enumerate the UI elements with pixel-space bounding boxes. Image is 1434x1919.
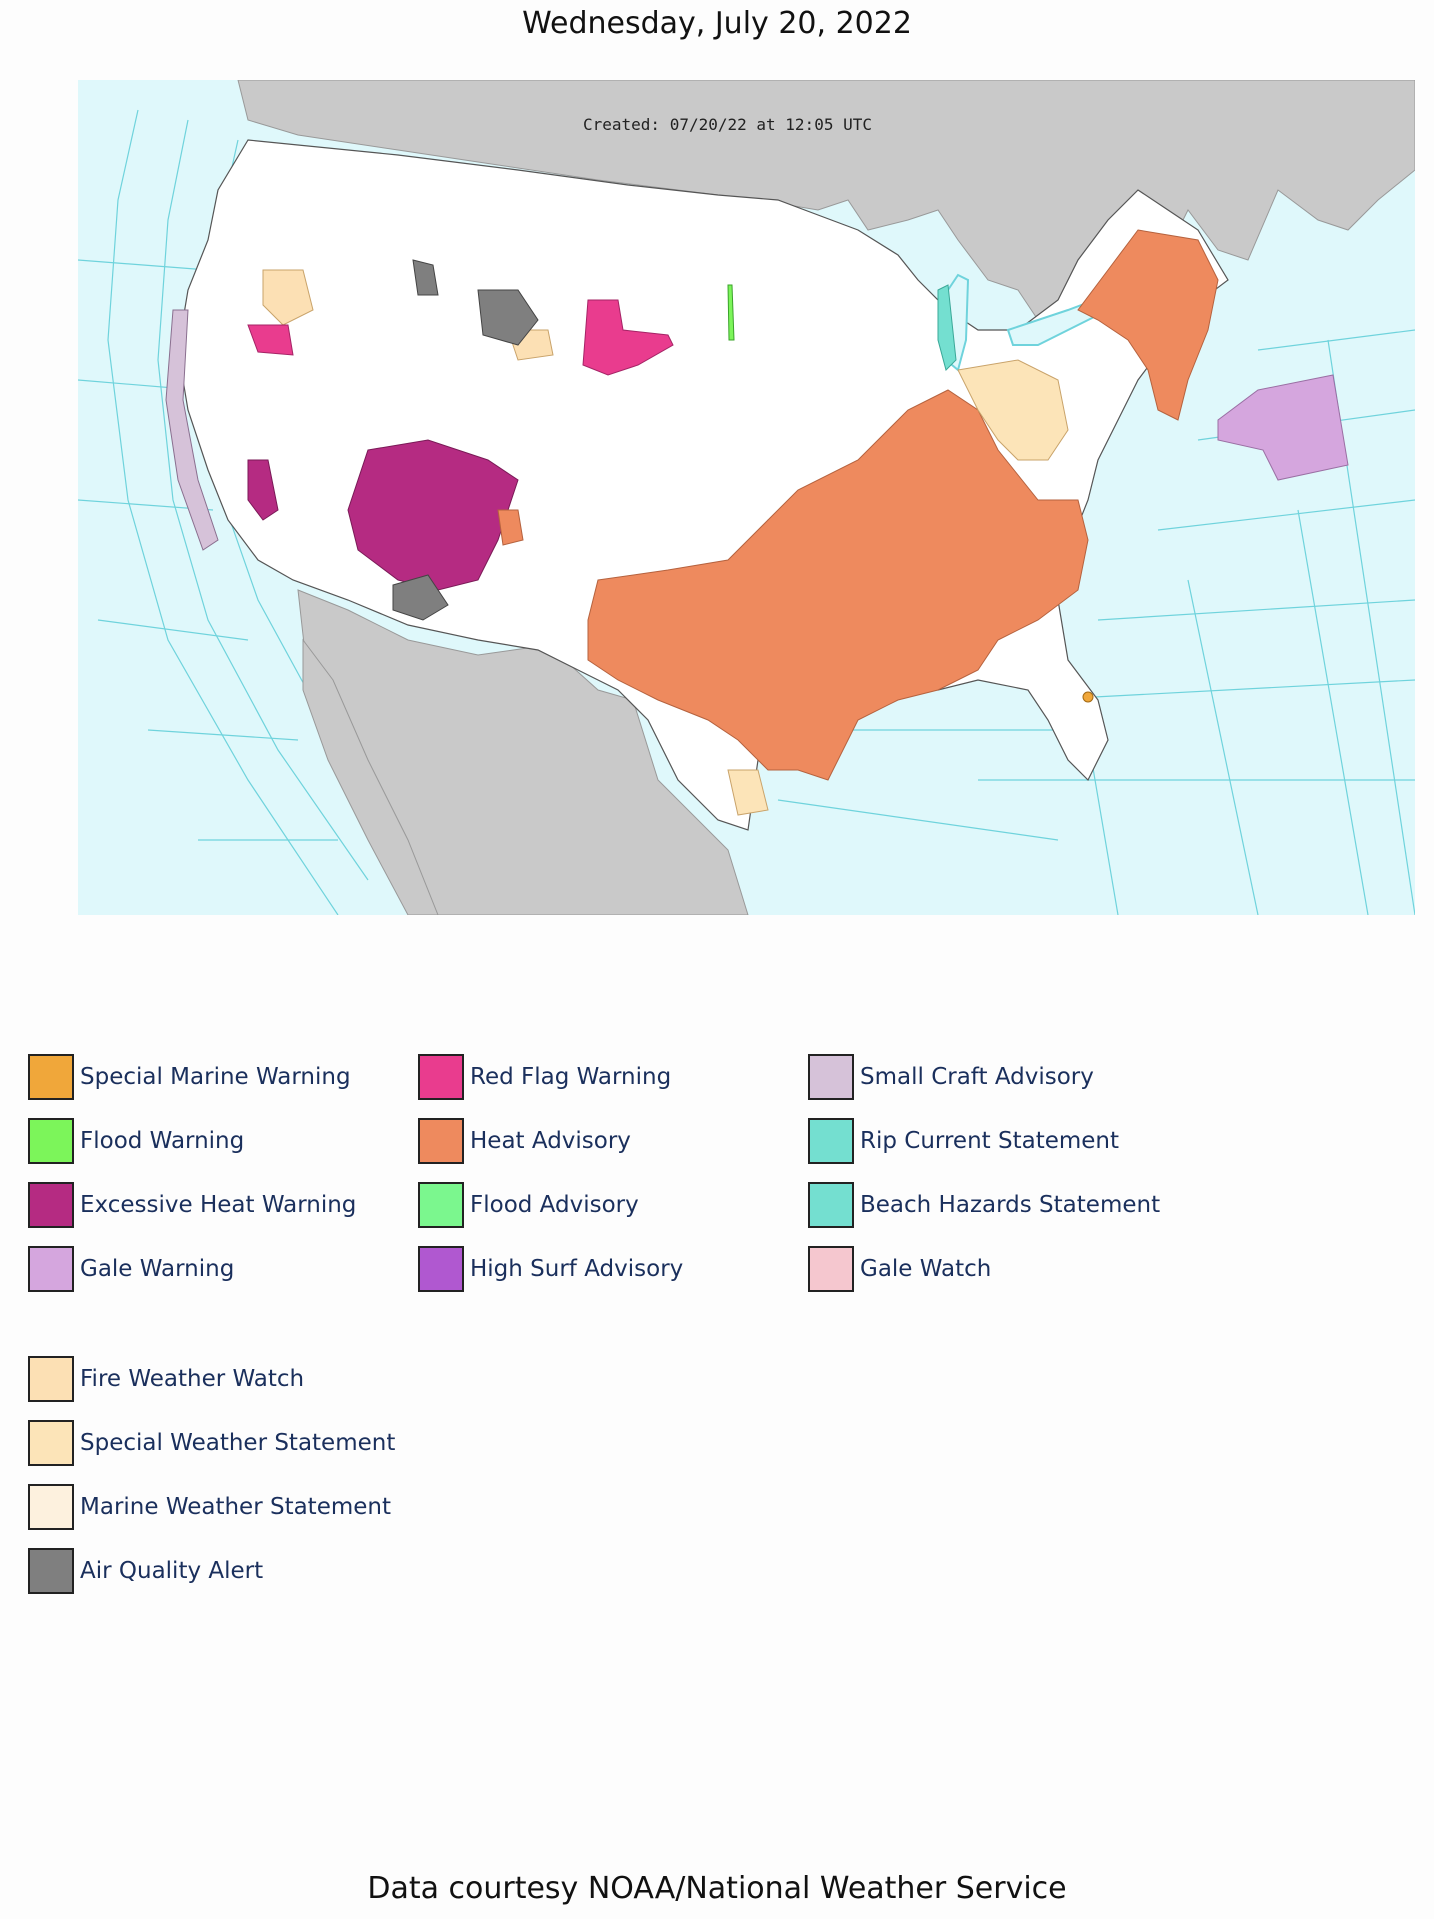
legend-label: Gale Watch (860, 1256, 992, 1282)
legend-item: Gale Watch (808, 1246, 992, 1292)
beach-hazards-lake-michigan (937, 284, 957, 371)
legend-label: Fire Weather Watch (80, 1366, 305, 1392)
legend-item: Red Flag Warning (418, 1054, 672, 1100)
legend-label: Special Weather Statement (80, 1430, 396, 1456)
air-quality-mt (477, 289, 539, 346)
legend-item: Special Marine Warning (28, 1054, 351, 1100)
air-quality-id (412, 259, 439, 296)
special-weather-statement-area (957, 359, 1069, 461)
legend-item: Heat Advisory (418, 1118, 631, 1164)
page-title: Wednesday, July 20, 2022 (522, 6, 912, 41)
special-marine-warning-dot (1082, 691, 1094, 703)
legend-label: High Surf Advisory (470, 1256, 684, 1282)
legend-swatch (28, 1356, 74, 1402)
red-flag-or (247, 324, 294, 356)
air-quality-az (392, 574, 449, 621)
data-credit: Data courtesy NOAA/National Weather Serv… (367, 1871, 1067, 1906)
heat-advisory-ne (1077, 229, 1219, 421)
legend-item: Flood Advisory (418, 1182, 639, 1228)
legend-swatch (28, 1420, 74, 1466)
heat-advisory-nm (497, 509, 524, 546)
legend-item: Fire Weather Watch (28, 1356, 305, 1402)
legend-label: Beach Hazards Statement (860, 1192, 1161, 1218)
legend-label: Air Quality Alert (80, 1558, 264, 1584)
excessive-heat-ca (247, 459, 279, 521)
legend-item: Rip Current Statement (808, 1118, 1120, 1164)
legend-swatch (808, 1118, 854, 1164)
legend-item: Excessive Heat Warning (28, 1182, 357, 1228)
baja-peninsula (302, 638, 439, 915)
legend-label: Excessive Heat Warning (80, 1192, 357, 1218)
weather-alert-map: Created: 07/20/22 at 12:05 UTC (78, 80, 1415, 915)
legend-label: Special Marine Warning (80, 1064, 351, 1090)
legend-swatch (28, 1246, 74, 1292)
legend-swatch (28, 1484, 74, 1530)
legend-label: Gale Warning (80, 1256, 235, 1282)
legend-swatch (418, 1182, 464, 1228)
legend-item: Marine Weather Statement (28, 1484, 392, 1530)
legend-swatch (28, 1182, 74, 1228)
legend-item: Air Quality Alert (28, 1548, 264, 1594)
fire-weather-watch-id (262, 269, 314, 326)
legend-swatch (28, 1118, 74, 1164)
red-flag-wy (582, 299, 674, 376)
legend-label: Rip Current Statement (860, 1128, 1120, 1154)
legend-swatch (418, 1054, 464, 1100)
legend-item: Beach Hazards Statement (808, 1182, 1161, 1228)
legend-label: Flood Warning (80, 1128, 245, 1154)
map-canvas: Created: 07/20/22 at 12:05 UTC (78, 80, 1415, 915)
legend-label: Red Flag Warning (470, 1064, 672, 1090)
legend-swatch (808, 1054, 854, 1100)
excessive-heat-sw (347, 439, 519, 591)
legend-item: Special Weather Statement (28, 1420, 396, 1466)
legend-label: Heat Advisory (470, 1128, 631, 1154)
legend-item: Flood Warning (28, 1118, 245, 1164)
legend-swatch (808, 1182, 854, 1228)
small-craft-advisory-area (165, 309, 219, 551)
legend-item: Gale Warning (28, 1246, 235, 1292)
legend-item: High Surf Advisory (418, 1246, 684, 1292)
legend-label: Flood Advisory (470, 1192, 639, 1218)
legend-swatch (28, 1054, 74, 1100)
legend-item: Small Craft Advisory (808, 1054, 1094, 1100)
legend-swatch (28, 1548, 74, 1594)
legend-label: Small Craft Advisory (860, 1064, 1094, 1090)
flood-warning-nd (727, 284, 735, 341)
gale-warning-atlantic (1217, 374, 1349, 481)
legend-swatch (808, 1246, 854, 1292)
legend-label: Marine Weather Statement (80, 1494, 392, 1520)
heat-advisory-area (587, 389, 1089, 781)
special-weather-statement-tx (727, 769, 769, 816)
legend-swatch (418, 1246, 464, 1292)
legend-swatch (418, 1118, 464, 1164)
created-stamp: Created: 07/20/22 at 12:05 UTC (583, 115, 872, 134)
